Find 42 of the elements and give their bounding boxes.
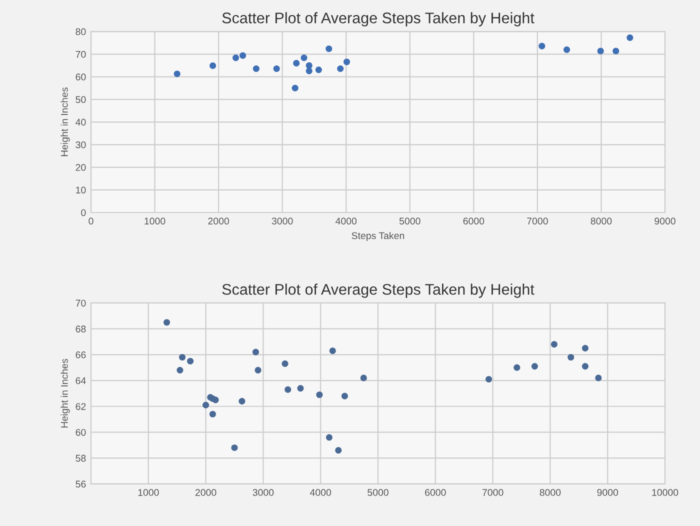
x-tick-label: 10000 xyxy=(652,489,678,496)
y-tick-label: 40 xyxy=(76,118,86,126)
x-tick-label: 6000 xyxy=(425,489,446,496)
x-tick-label: 7000 xyxy=(482,489,504,496)
x-tick-label: 0 xyxy=(88,218,94,225)
x-tick-label: 1000 xyxy=(144,218,166,225)
y-tick-label: 60 xyxy=(76,74,86,80)
x-tick-label: 5000 xyxy=(399,218,420,225)
x-tick-label: 2000 xyxy=(195,489,216,496)
y-tick-label: 68 xyxy=(76,326,86,332)
x-tick-label: 8000 xyxy=(540,489,561,496)
y-tick-label: 70 xyxy=(76,50,86,58)
x-tick-label: 3000 xyxy=(252,489,274,496)
chart-title: Scatter Plot of Average Steps Taken by Height xyxy=(222,284,534,298)
y-tick-label: 30 xyxy=(76,141,86,148)
y-tick-label: 0 xyxy=(81,209,86,216)
y-tick-label: 20 xyxy=(76,164,86,171)
y-axis-title: Height in Inches xyxy=(60,358,70,428)
x-tick-label: 3000 xyxy=(272,218,293,225)
y-tick-label: 66 xyxy=(76,351,86,358)
y-tick-label: 62 xyxy=(76,403,86,410)
y-tick-label: 10 xyxy=(76,186,86,194)
x-tick-label: 6000 xyxy=(463,218,484,225)
x-tick-label: 1000 xyxy=(138,489,159,496)
x-tick-label: 4000 xyxy=(310,489,332,496)
y-tick-label: 80 xyxy=(76,28,86,36)
x-tick-label: 9000 xyxy=(597,489,618,496)
chart-title: Scatter Plot of Average Steps Taken by Height xyxy=(222,12,534,26)
x-tick-label: 2000 xyxy=(208,218,229,225)
y-tick-label: 70 xyxy=(76,300,86,307)
y-tick-label: 50 xyxy=(76,96,86,104)
y-tick-label: 58 xyxy=(76,454,86,462)
y-tick-label: 64 xyxy=(76,377,86,384)
x-tick-label: 8000 xyxy=(590,218,612,225)
y-tick-label: 60 xyxy=(76,428,86,436)
y-axis-title: Height in Inches xyxy=(60,88,70,156)
x-axis-title: Steps Taken xyxy=(352,232,404,242)
x-tick-label: 5000 xyxy=(368,489,388,496)
x-tick-label: 9000 xyxy=(654,218,676,225)
y-tick-label: 56 xyxy=(76,480,86,488)
x-tick-label: 7000 xyxy=(527,218,548,225)
x-tick-label: 4000 xyxy=(336,218,357,225)
